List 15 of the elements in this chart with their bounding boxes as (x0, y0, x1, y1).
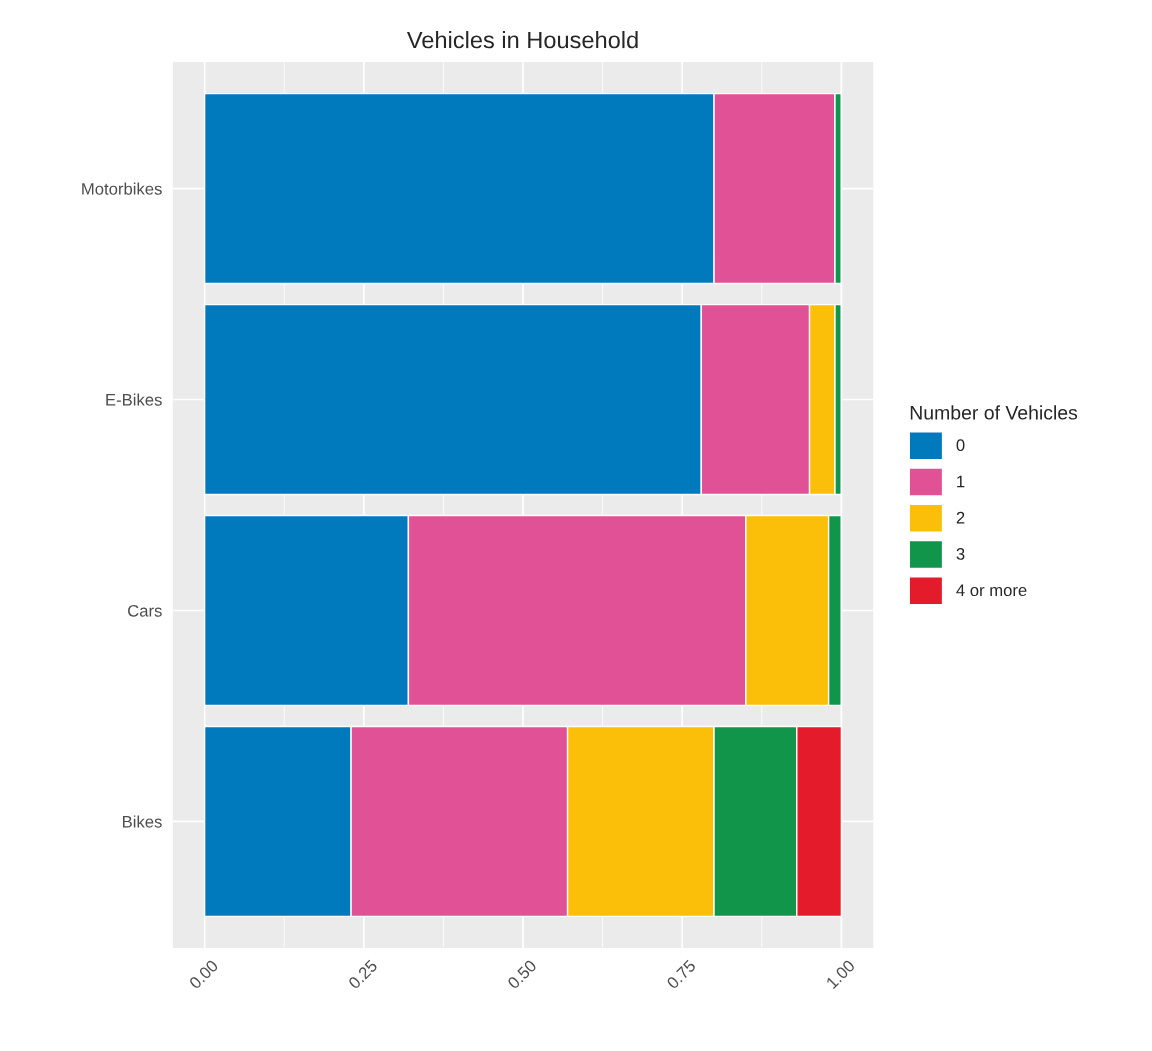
legend-label: 3 (956, 548, 965, 560)
legend-label: 4 or more (956, 584, 1027, 597)
y-tick-label: Cars (128, 604, 162, 617)
x-tick-label: 0.50 (506, 959, 538, 990)
x-tick-label: 0.00 (188, 959, 219, 990)
legend-title: Number of Vehicles (910, 405, 1078, 420)
y-tick-label: Motorbikes (82, 182, 162, 195)
legend-label: 0 (956, 439, 965, 452)
legend-label: 1 (957, 475, 965, 488)
legend-label: 2 (956, 511, 965, 524)
y-tick-label: E-Bikes (106, 393, 162, 406)
y-tick-label: Bikes (123, 815, 162, 828)
x-tick-label: 0.25 (347, 959, 378, 990)
chart-title: Vehicles in Household (406, 31, 638, 49)
x-tick-label: 0.75 (666, 959, 697, 990)
